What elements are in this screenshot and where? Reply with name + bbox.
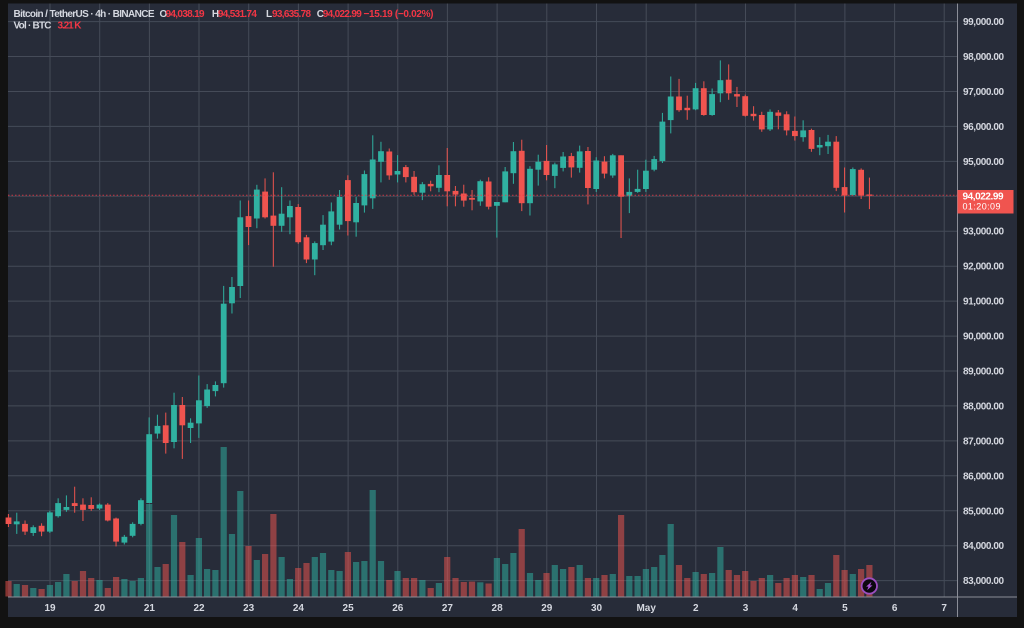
svg-text:85,000.00: 85,000.00 (963, 506, 1004, 517)
svg-text:96,000.00: 96,000.00 (963, 122, 1004, 133)
svg-text:7: 7 (941, 603, 947, 614)
svg-text:94,022.99: 94,022.99 (963, 192, 1004, 203)
svg-text:2: 2 (693, 603, 699, 614)
svg-text:23: 23 (243, 603, 255, 614)
svg-text:94,022.99: 94,022.99 (323, 9, 362, 20)
svg-text:88,000.00: 88,000.00 (963, 401, 1004, 412)
svg-text:91,000.00: 91,000.00 (963, 297, 1004, 308)
svg-text:5: 5 (842, 603, 848, 614)
svg-text:25: 25 (343, 603, 355, 614)
svg-text:Bitcoin / TetherUS · 4h · BINA: Bitcoin / TetherUS · 4h · BINANCE (14, 9, 155, 20)
svg-text:93,635.78: 93,635.78 (272, 9, 311, 20)
svg-text:26: 26 (392, 603, 404, 614)
svg-text:3: 3 (743, 603, 749, 614)
svg-text:29: 29 (541, 603, 553, 614)
svg-text:−15.19 (−0.02%): −15.19 (−0.02%) (364, 9, 434, 20)
svg-text:22: 22 (193, 603, 205, 614)
svg-text:C: C (317, 9, 324, 20)
svg-text:30: 30 (591, 603, 603, 614)
svg-text:27: 27 (442, 603, 454, 614)
svg-text:Vol · BTC: Vol · BTC (14, 21, 52, 32)
svg-text:01:20:09: 01:20:09 (963, 202, 1001, 212)
svg-text:93,000.00: 93,000.00 (963, 227, 1004, 238)
svg-text:24: 24 (293, 603, 305, 614)
svg-text:97,000.00: 97,000.00 (963, 87, 1004, 98)
svg-text:94,531.74: 94,531.74 (218, 9, 257, 20)
svg-text:O: O (160, 9, 168, 20)
svg-text:May: May (636, 603, 656, 614)
svg-text:89,000.00: 89,000.00 (963, 367, 1004, 378)
svg-text:21: 21 (144, 603, 156, 614)
svg-text:95,000.00: 95,000.00 (963, 157, 1004, 168)
svg-text:20: 20 (94, 603, 106, 614)
svg-text:3.21 K: 3.21 K (58, 21, 83, 32)
svg-text:28: 28 (492, 603, 504, 614)
svg-text:4: 4 (792, 603, 798, 614)
svg-text:H: H (212, 9, 219, 20)
svg-text:86,000.00: 86,000.00 (963, 471, 1004, 482)
svg-text:87,000.00: 87,000.00 (963, 436, 1004, 447)
svg-text:83,000.00: 83,000.00 (963, 576, 1004, 587)
svg-text:6: 6 (892, 603, 898, 614)
svg-text:90,000.00: 90,000.00 (963, 332, 1004, 343)
svg-text:L: L (266, 9, 272, 20)
svg-text:92,000.00: 92,000.00 (963, 262, 1004, 273)
svg-text:94,038.19: 94,038.19 (166, 9, 205, 20)
svg-text:99,000.00: 99,000.00 (963, 17, 1004, 28)
svg-text:19: 19 (44, 603, 56, 614)
svg-text:98,000.00: 98,000.00 (963, 52, 1004, 63)
svg-text:84,000.00: 84,000.00 (963, 541, 1004, 552)
